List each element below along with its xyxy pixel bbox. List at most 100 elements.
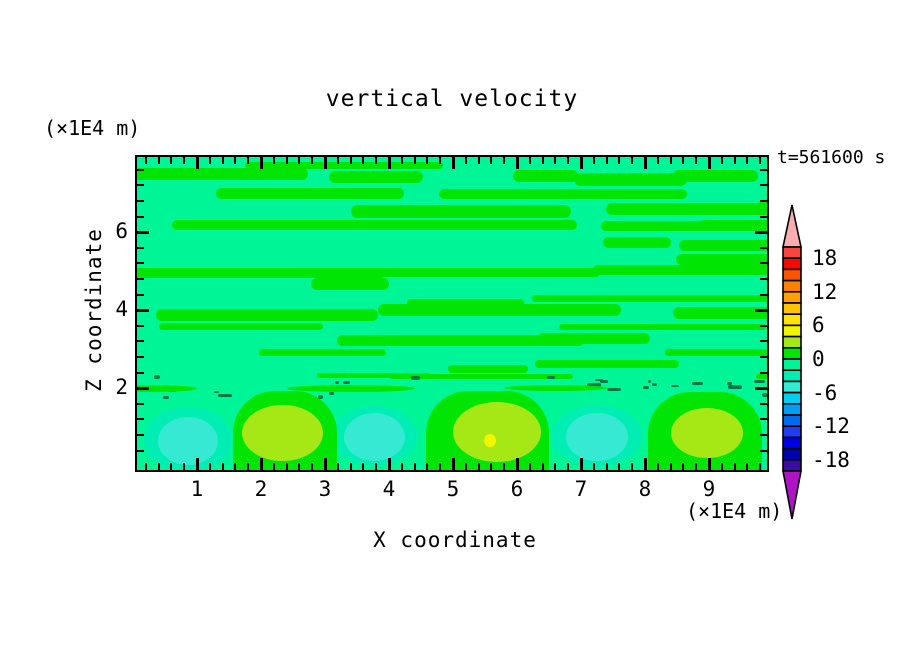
- z-minor-tick: [760, 293, 767, 296]
- contour-streak: [406, 299, 525, 307]
- colorbar-segment: [782, 458, 802, 472]
- colorbar-over-arrow: [782, 204, 802, 248]
- contour-streak: [638, 265, 767, 275]
- colorbar-segment: [782, 279, 802, 293]
- x-minor-tick: [746, 463, 749, 470]
- z-major-tick: [755, 308, 767, 312]
- colorbar-segment: [782, 268, 802, 282]
- z-minor-tick: [760, 199, 767, 202]
- x-minor-tick: [682, 157, 685, 164]
- x-minor-tick: [234, 463, 237, 470]
- contour-plot-area: [135, 155, 769, 472]
- x-minor-tick: [605, 463, 608, 470]
- chart-title: vertical velocity: [325, 86, 579, 112]
- contour-feature-streak-link: [286, 385, 415, 393]
- x-minor-tick: [490, 463, 493, 470]
- colorbar-segment: [782, 257, 802, 271]
- x-minor-tick: [439, 463, 442, 470]
- x-minor-tick: [695, 463, 698, 470]
- x-minor-tick: [234, 157, 237, 164]
- contour-speck: [753, 380, 765, 383]
- contour-streak: [259, 348, 387, 356]
- x-minor-tick: [272, 463, 275, 470]
- x-minor-tick: [682, 463, 685, 470]
- x-minor-tick: [400, 157, 403, 164]
- x-minor-tick: [618, 463, 621, 470]
- z-minor-tick: [760, 402, 767, 405]
- z-minor-tick: [760, 262, 767, 265]
- x-minor-tick: [618, 157, 621, 164]
- colorbar-segment: [782, 380, 802, 394]
- colorbar-segment: [782, 414, 802, 427]
- contour-speck: [213, 391, 219, 394]
- z-minor-tick: [760, 168, 767, 171]
- colorbar-segment: [782, 246, 802, 259]
- x-minor-tick: [720, 157, 723, 164]
- x-minor-tick: [528, 157, 531, 164]
- x-tick-label: 4: [382, 477, 396, 501]
- contour-streak: [675, 253, 767, 266]
- x-minor-tick: [592, 157, 595, 164]
- x-tick-label: 5: [446, 477, 460, 501]
- x-minor-tick: [695, 157, 698, 164]
- contour-streak: [328, 170, 423, 183]
- x-minor-tick: [426, 157, 429, 164]
- x-tick-label: 1: [190, 477, 204, 501]
- z-minor-tick: [137, 433, 144, 436]
- x-major-tick: [579, 458, 583, 470]
- colorbar-segment: [782, 335, 802, 349]
- x-minor-tick: [746, 157, 749, 164]
- z-minor-tick: [760, 215, 767, 218]
- x-major-tick: [259, 458, 263, 470]
- x-major-tick: [323, 458, 327, 470]
- x-minor-tick: [183, 463, 186, 470]
- z-minor-tick: [760, 418, 767, 421]
- colorbar-segment: [782, 403, 802, 416]
- contour-speck: [594, 378, 603, 382]
- colorbar-segment: [782, 369, 802, 383]
- contour-feature-blob: [671, 407, 743, 458]
- colorbar: [782, 204, 802, 520]
- x-major-tick: [323, 157, 327, 169]
- contour-streak: [379, 220, 577, 231]
- contour-speck: [328, 391, 334, 396]
- x-minor-tick: [554, 157, 557, 164]
- x-minor-tick: [733, 463, 736, 470]
- z-minor-tick: [137, 371, 144, 374]
- x-minor-tick: [144, 463, 147, 470]
- z-minor-tick: [137, 199, 144, 202]
- z-minor-tick: [137, 215, 144, 218]
- z-minor-tick: [137, 324, 144, 327]
- x-major-tick: [259, 157, 263, 169]
- x-minor-tick: [285, 157, 288, 164]
- x-axis-unit-label: (×1E4 m): [686, 499, 783, 523]
- x-minor-tick: [221, 157, 224, 164]
- contour-feature-streak-link: [504, 384, 607, 392]
- contour-speck: [607, 387, 621, 391]
- x-minor-tick: [669, 463, 672, 470]
- contour-feature-patch: [566, 412, 628, 462]
- contour-streak: [679, 239, 767, 251]
- contour-speck: [154, 374, 160, 379]
- x-minor-tick: [464, 463, 467, 470]
- contour-feature-blob: [453, 402, 542, 463]
- colorbar-segment: [782, 425, 802, 439]
- x-minor-tick: [298, 157, 301, 164]
- z-minor-tick: [137, 168, 144, 171]
- contour-streak: [390, 373, 573, 379]
- x-major-tick: [451, 157, 455, 169]
- colorbar-label: -6: [812, 380, 838, 405]
- x-minor-tick: [759, 463, 762, 470]
- x-major-tick: [707, 157, 711, 169]
- contour-speck: [599, 379, 609, 383]
- x-minor-tick: [554, 463, 557, 470]
- x-minor-tick: [157, 463, 160, 470]
- z-major-tick: [755, 386, 767, 390]
- x-minor-tick: [311, 463, 314, 470]
- x-minor-tick: [592, 463, 595, 470]
- contour-streak: [439, 188, 687, 200]
- contour-streak: [137, 268, 312, 278]
- contour-speck: [761, 393, 767, 397]
- z-minor-tick: [137, 246, 144, 249]
